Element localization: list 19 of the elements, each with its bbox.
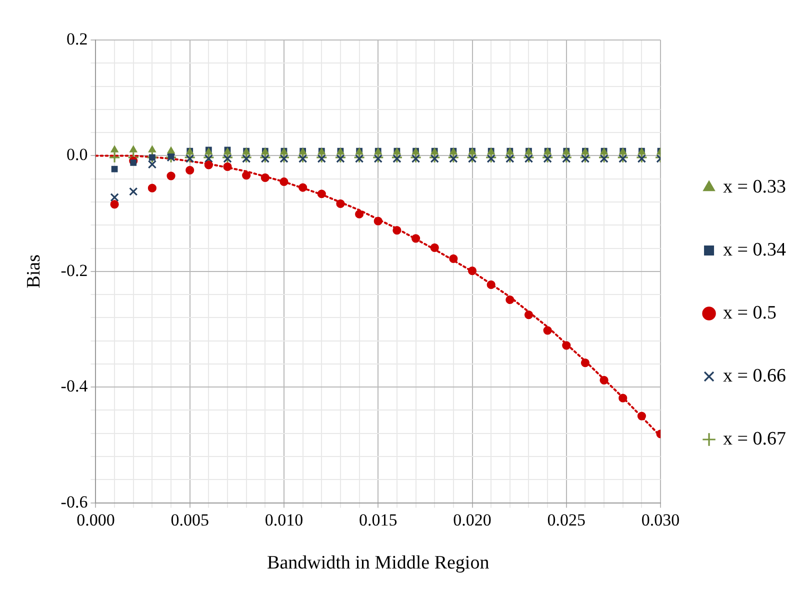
- y-tick-label: 0.0: [66, 145, 88, 164]
- legend-label: x = 0.34: [723, 239, 786, 260]
- x-tick-label: 0.025: [547, 510, 586, 530]
- x-tick-label: 0.020: [453, 510, 492, 530]
- y-axis-title: Bias: [23, 254, 44, 288]
- y-tick-label: -0.2: [60, 260, 88, 280]
- legend-label: x = 0.66: [723, 365, 786, 386]
- x-tick-label: 0.015: [359, 510, 398, 530]
- legend-label: x = 0.5: [723, 302, 777, 324]
- y-tick-label: -0.6: [60, 492, 88, 512]
- x-tick-label: 0.030: [641, 510, 680, 530]
- y-tick-label: -0.4: [60, 376, 88, 396]
- x-axis-title: Bandwidth in Middle Region: [267, 552, 490, 574]
- legend-label: x = 0.67: [723, 428, 786, 450]
- x-tick-label: 0.000: [76, 510, 115, 530]
- x-tick-label: 0.010: [264, 510, 304, 530]
- x-tick-label: 0.005: [170, 510, 209, 530]
- legend-label: x = 0.33: [723, 176, 786, 198]
- y-tick-label: 0.2: [66, 29, 88, 48]
